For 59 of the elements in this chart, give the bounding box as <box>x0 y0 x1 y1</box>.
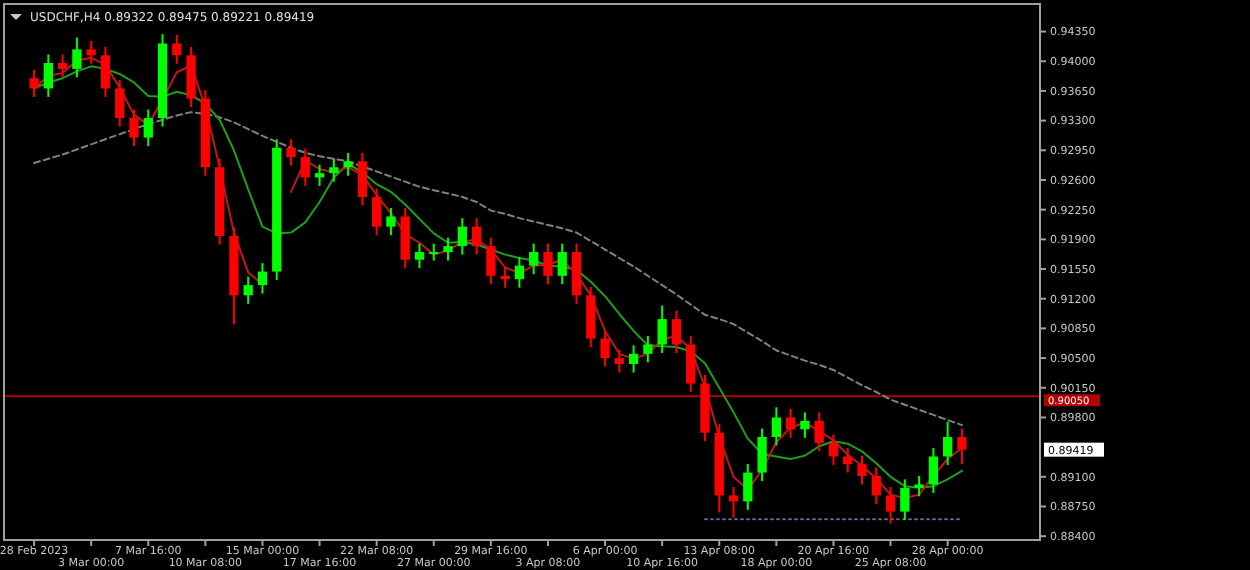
candlestick <box>586 285 596 349</box>
candlestick <box>914 474 924 498</box>
candlestick <box>57 53 68 79</box>
candlestick <box>372 187 382 237</box>
candlestick <box>900 478 910 522</box>
candlestick <box>557 242 567 286</box>
candlestick <box>186 45 196 109</box>
candlestick <box>257 262 268 295</box>
candlestick <box>628 344 639 374</box>
candlestick <box>29 68 39 98</box>
candlestick <box>414 242 425 270</box>
candlestick <box>172 33 182 65</box>
candlestick <box>571 242 582 305</box>
candlestick <box>43 53 53 98</box>
candlestick <box>885 485 896 525</box>
candlestick <box>400 206 410 270</box>
candlestick <box>129 108 139 148</box>
candlestick <box>343 151 353 177</box>
candlestick <box>800 411 810 439</box>
candlestick <box>115 78 125 128</box>
candlestick <box>86 39 96 65</box>
candlestick <box>771 406 781 447</box>
candlestick <box>857 454 867 486</box>
candlestick <box>686 335 696 394</box>
candlestick <box>671 309 682 354</box>
candlestick <box>457 217 467 256</box>
candlestick <box>828 433 839 466</box>
candlestick <box>814 411 824 453</box>
candlestick <box>600 329 610 368</box>
candlestick <box>743 463 753 511</box>
candlestick <box>500 266 510 289</box>
candlestick <box>486 236 496 286</box>
candlestick <box>100 45 111 98</box>
candlestick <box>728 485 739 519</box>
candlestick <box>529 242 539 276</box>
line-series <box>33 111 963 427</box>
candlestick <box>928 446 939 494</box>
candlestick <box>386 206 396 237</box>
candlestick <box>957 427 967 466</box>
candlestick <box>786 407 796 439</box>
candlestick <box>72 36 82 79</box>
candlestick <box>443 236 453 262</box>
candlestick <box>643 335 653 364</box>
candlestick <box>543 242 553 286</box>
candlestick <box>943 420 953 466</box>
candlestick <box>871 466 881 505</box>
candlestick <box>757 427 767 483</box>
candlestick <box>514 256 525 289</box>
candlestick <box>471 217 482 256</box>
candlestick <box>300 147 310 187</box>
candlestick <box>843 446 853 474</box>
candlestick <box>314 163 325 187</box>
candlestick <box>357 151 368 207</box>
candlestick <box>243 275 253 305</box>
candlestick <box>143 108 153 148</box>
candlestick <box>614 348 624 374</box>
candlestick <box>329 157 339 183</box>
candlestick <box>657 304 667 354</box>
candlestick <box>286 138 296 167</box>
